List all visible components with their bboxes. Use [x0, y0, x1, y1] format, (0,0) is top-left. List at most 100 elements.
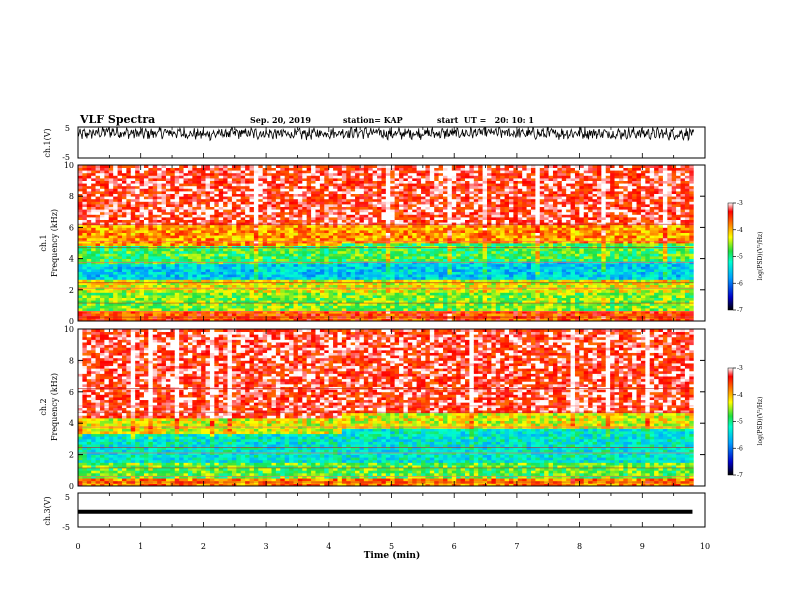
- spectrogram-cell: [157, 245, 162, 249]
- spectrogram-cell: [218, 204, 224, 207]
- spectrogram-cell: [192, 258, 198, 262]
- spectrogram-cell: [262, 185, 268, 189]
- spectrogram-cell: [346, 282, 352, 285]
- spectrogram-cell: [262, 209, 268, 213]
- spectrogram-cell: [355, 191, 360, 194]
- spectrogram-cell: [403, 279, 409, 283]
- spectrogram-cell: [209, 219, 215, 223]
- spectrogram-cell: [399, 245, 404, 249]
- spectrogram-cell: [385, 178, 391, 181]
- spectrogram-cell: [227, 235, 233, 239]
- spectrogram-cell: [289, 214, 294, 218]
- spectrogram-cell: [152, 217, 158, 220]
- spectrogram-cell: [407, 209, 413, 213]
- spectrogram-cell: [104, 214, 110, 218]
- spectrogram-cell: [223, 310, 228, 314]
- spectrogram-cell: [157, 237, 162, 241]
- spectrogram-cell: [99, 204, 105, 207]
- spectrogram-cell: [355, 172, 360, 176]
- spectrogram-cell: [372, 297, 378, 301]
- spectrogram-cell: [135, 248, 140, 252]
- spectrogram-cell: [394, 240, 400, 244]
- spectrogram-cell: [253, 193, 259, 197]
- spectrogram-cell: [302, 217, 308, 220]
- spectrogram-cell: [126, 266, 132, 270]
- spectrogram-cell: [275, 313, 281, 317]
- spectrogram-cell: [350, 167, 356, 171]
- spectrogram-cell: [390, 178, 396, 181]
- spectrogram-cell: [201, 209, 206, 213]
- spectrogram-cell: [302, 245, 308, 249]
- spectrogram-cell: [152, 287, 158, 291]
- spectrogram-cell: [359, 258, 365, 262]
- spectrogram-cell: [240, 165, 246, 168]
- spectrogram-cell: [258, 300, 264, 304]
- spectrogram-cell: [183, 188, 189, 192]
- spectrogram-cell: [121, 193, 127, 197]
- spectrogram-cell: [368, 279, 374, 283]
- spectrogram-cell: [306, 183, 312, 187]
- spectrogram-cell: [91, 274, 96, 278]
- spectrogram-cell: [429, 292, 435, 296]
- spectrogram-cell: [130, 217, 136, 220]
- spectrogram-cell: [91, 172, 96, 176]
- spectrogram-cell: [368, 219, 374, 223]
- spectrogram-cell: [438, 310, 444, 314]
- spectrogram-cell: [126, 318, 132, 322]
- spectrogram-cell: [86, 276, 92, 280]
- spectrogram-cell: [377, 204, 382, 207]
- spectrogram-cell: [293, 191, 299, 194]
- spectrogram-cell: [157, 217, 162, 220]
- spectrogram-cell: [108, 209, 114, 213]
- spectrogram-cell: [187, 271, 193, 275]
- spectrogram-cell: [201, 297, 206, 301]
- spectrogram-cell: [91, 300, 96, 304]
- spectrogram-cell: [315, 284, 321, 288]
- spectrogram-cell: [86, 235, 92, 239]
- spectrogram-cell: [148, 172, 154, 176]
- spectrogram-cell: [350, 165, 356, 168]
- spectrogram-cell: [438, 222, 444, 226]
- spectrogram-cell: [99, 274, 105, 278]
- spectrogram-cell: [104, 206, 110, 210]
- spectrogram-cell: [297, 219, 303, 223]
- spectrogram-cell: [245, 279, 250, 283]
- spectrogram-cell: [148, 266, 154, 270]
- spectrogram-cell: [152, 295, 158, 298]
- spectrogram-cell: [262, 266, 268, 270]
- spectrogram-cell: [394, 248, 400, 252]
- spectrogram-cell: [381, 198, 387, 202]
- spectrogram-cell: [302, 224, 308, 228]
- spectrogram-cell: [333, 302, 338, 306]
- spectrogram-cell: [324, 235, 330, 239]
- spectrogram-cell: [201, 235, 206, 239]
- spectrogram-cell: [293, 206, 299, 210]
- spectrogram-cell: [350, 248, 356, 252]
- spectrogram-cell: [209, 206, 215, 210]
- spectrogram-cell: [381, 170, 387, 174]
- spectrogram-cell: [152, 276, 158, 280]
- spectrogram-cell: [403, 188, 409, 192]
- spectrogram-cell: [165, 263, 171, 267]
- spectrogram-cell: [421, 248, 426, 252]
- spectrogram-cell: [152, 227, 158, 231]
- spectrogram-cell: [165, 237, 171, 241]
- spectrogram-cell: [311, 237, 316, 241]
- spectrogram-cell: [381, 167, 387, 171]
- spectrogram-cell: [346, 302, 352, 306]
- spectrogram-cell: [139, 209, 145, 213]
- spectrogram-cell: [377, 191, 382, 194]
- spectrogram-cell: [170, 230, 176, 233]
- spectrogram-cell: [403, 198, 409, 202]
- spectrogram-cell: [135, 209, 140, 213]
- spectrogram-cell: [218, 297, 224, 301]
- spectrogram-cell: [152, 167, 158, 171]
- spectrogram-cell: [236, 271, 242, 275]
- spectrogram-cell: [139, 201, 145, 205]
- spectrogram-cell: [209, 211, 215, 215]
- spectrogram-cell: [227, 289, 233, 293]
- spectrogram-cell: [377, 196, 382, 200]
- spectrogram-cell: [245, 209, 250, 213]
- spectrogram-cell: [399, 170, 404, 174]
- spectrogram-cell: [218, 227, 224, 231]
